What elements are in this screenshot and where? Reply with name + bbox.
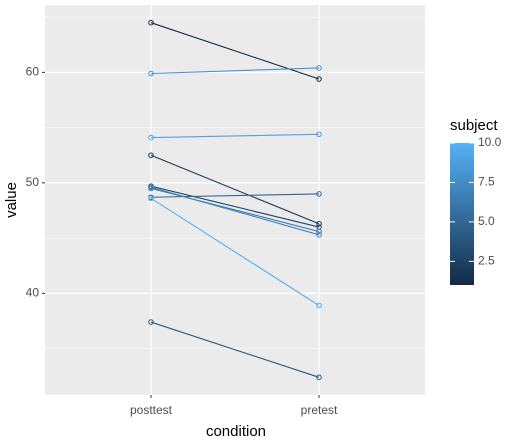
series-line (150, 321, 320, 378)
colorbar (450, 143, 474, 285)
series-line (150, 197, 320, 306)
legend-tick-label: 5.0 (478, 214, 495, 228)
series-line (150, 154, 320, 225)
y-tick-label: 50 (26, 175, 40, 189)
y-tick-label: 40 (26, 286, 40, 300)
legend-tick-label: 7.5 (478, 175, 495, 189)
series-line (150, 186, 320, 236)
point (148, 134, 154, 141)
point (148, 19, 154, 26)
legend-tick-label: 2.5 (478, 254, 495, 268)
point (316, 232, 322, 238)
point (148, 70, 154, 77)
series-line (150, 133, 320, 139)
point (316, 374, 322, 381)
legend-tick-label: 10.0 (478, 135, 502, 149)
point (316, 191, 322, 197)
series-line (150, 193, 320, 198)
panel (45, 5, 425, 395)
point (316, 65, 322, 71)
x-tick-label: pretest (301, 403, 338, 417)
point (316, 220, 322, 227)
point (316, 228, 322, 235)
y-axis-title: value (3, 182, 20, 218)
point (316, 302, 322, 309)
x-tick-label: posttest (130, 403, 173, 417)
point (148, 184, 154, 191)
point (148, 152, 154, 159)
series-line (150, 67, 320, 75)
x-axis-title: condition (206, 423, 266, 440)
point (316, 131, 322, 138)
point (148, 319, 154, 325)
point (148, 195, 154, 202)
legend-title: subject (450, 117, 498, 134)
y-tick-label: 60 (26, 65, 40, 79)
series-line (150, 185, 320, 228)
point (316, 76, 322, 82)
series-line (150, 22, 320, 80)
